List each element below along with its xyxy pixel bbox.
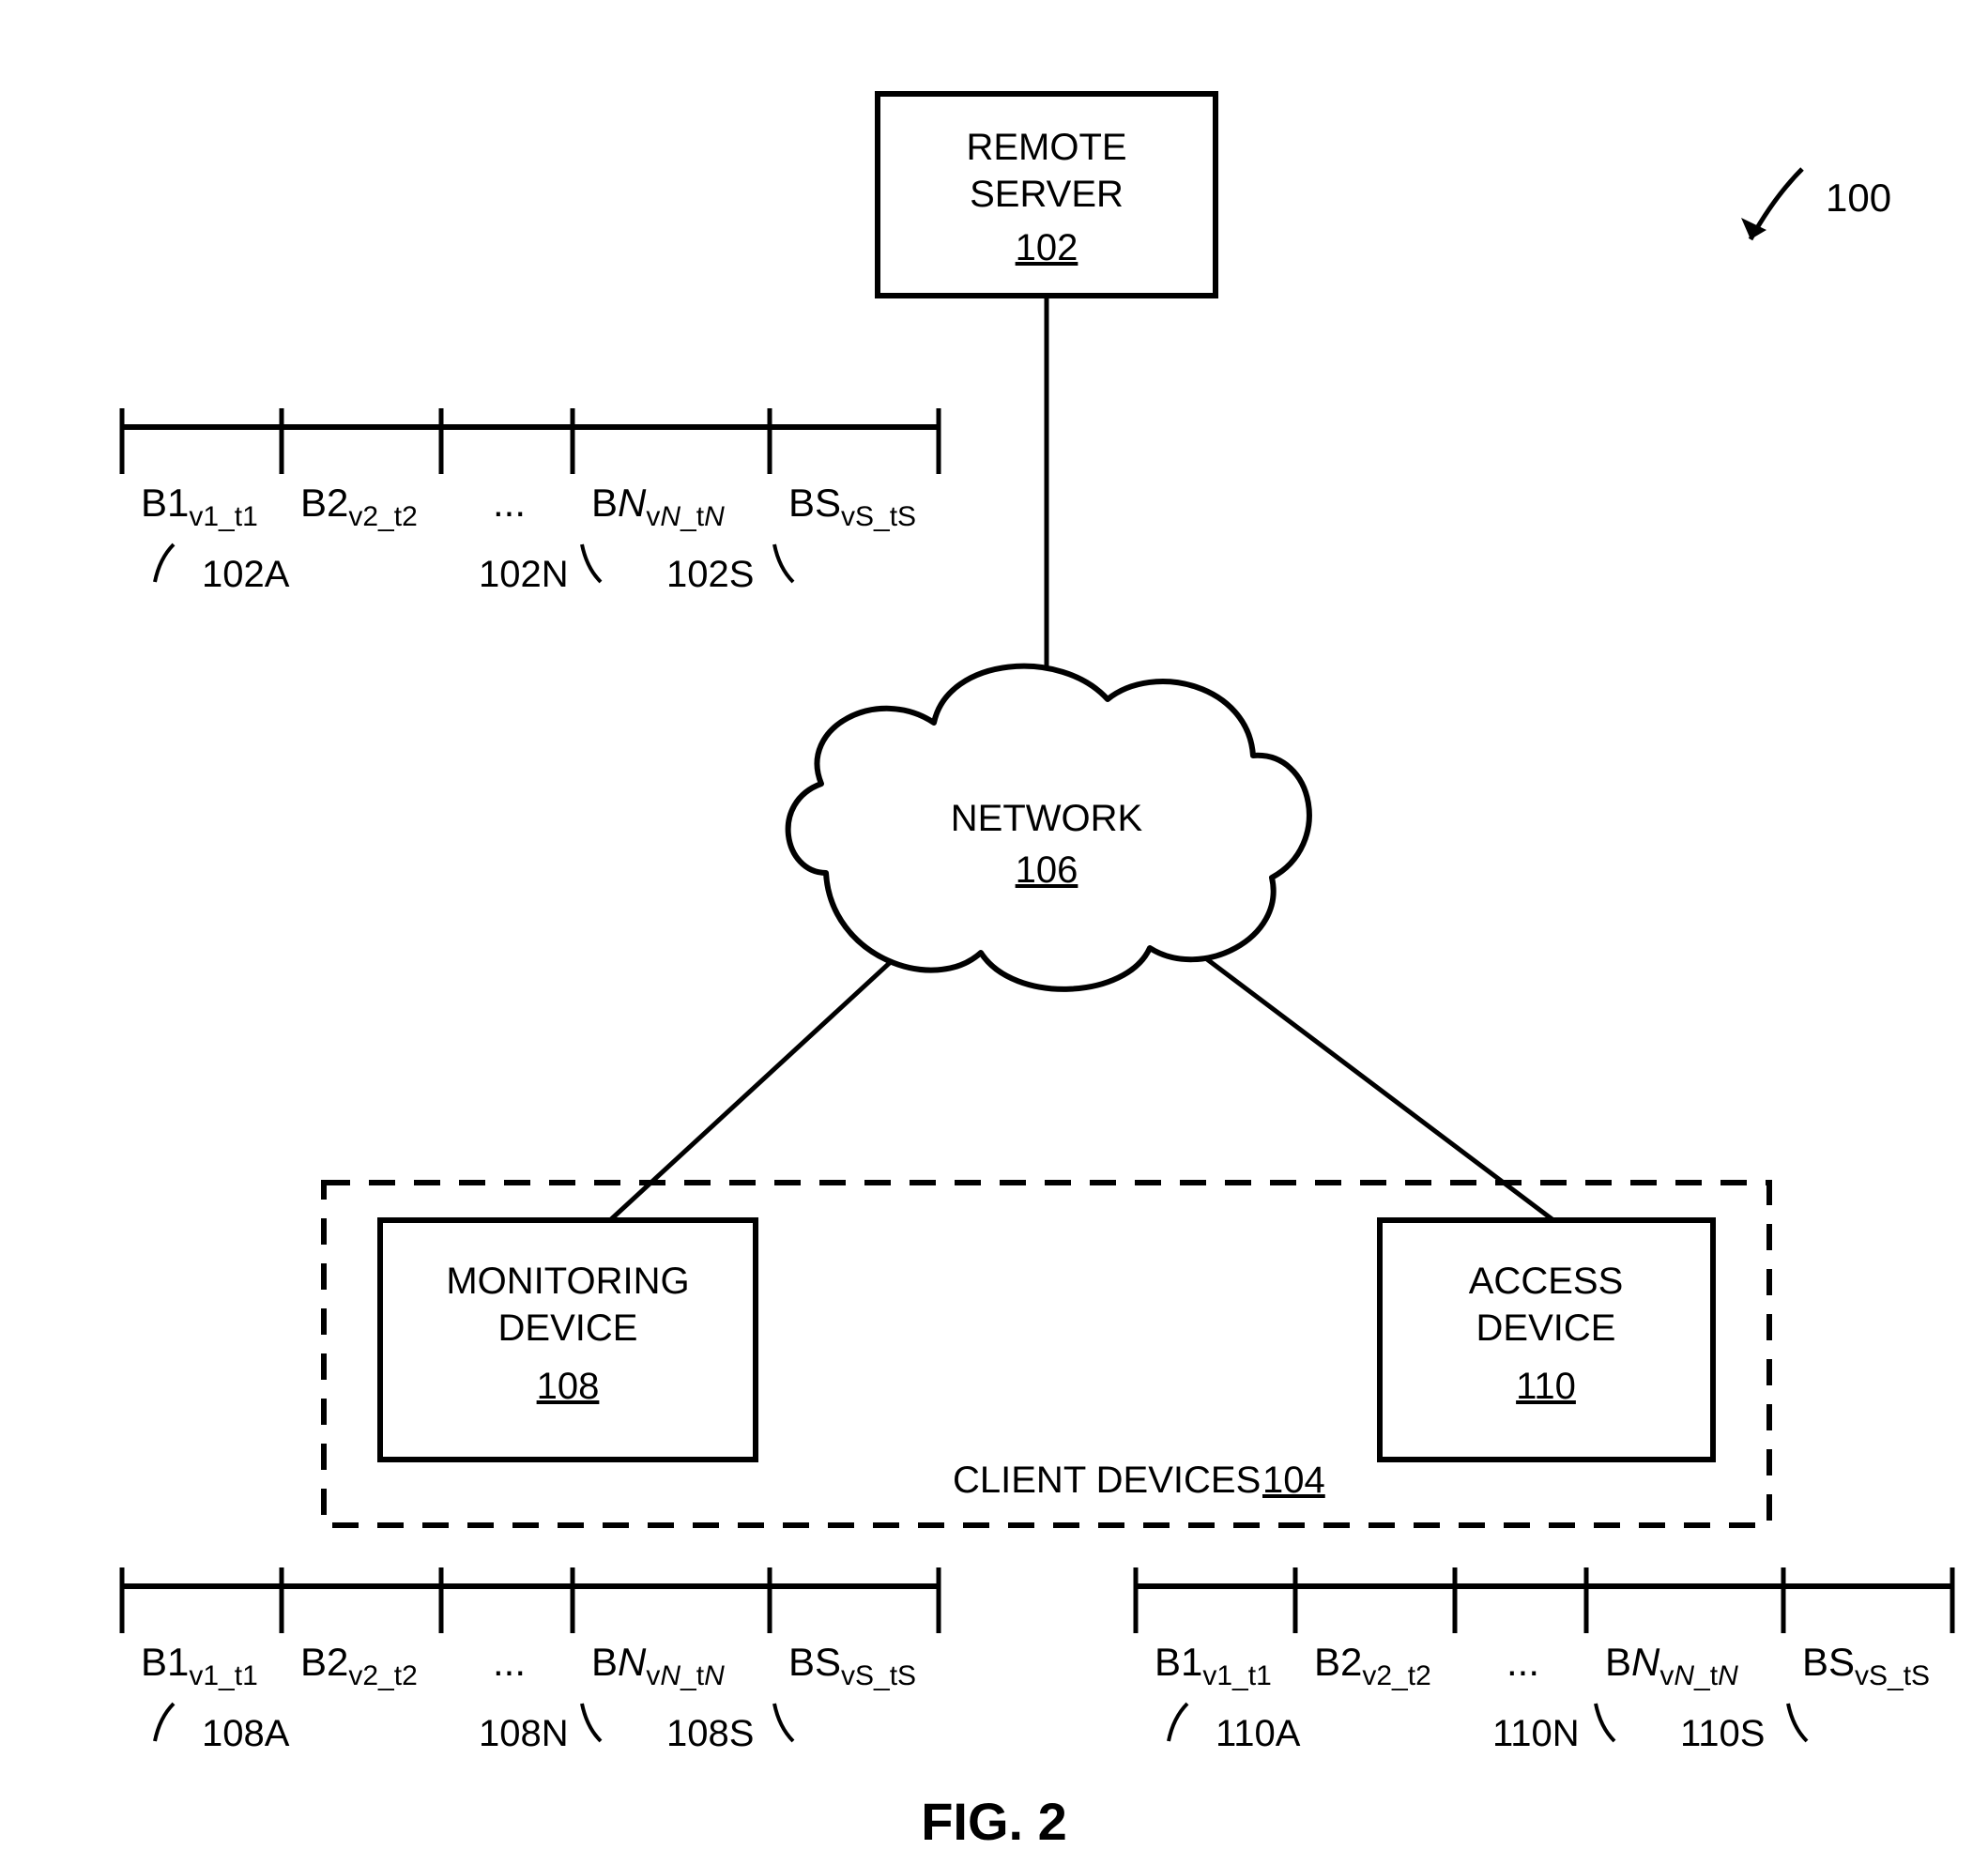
- blockchain-110: B1v1_t1 B2v2_t2 ... BNvN_tN BSvS_tS 110A…: [1136, 1567, 1952, 1754]
- remote-server-title: REMOTE: [966, 127, 1126, 168]
- figure-ref-number: 100: [1826, 176, 1891, 220]
- chain110-b2: B2v2_t2: [1314, 1640, 1431, 1691]
- access-ref: 110: [1516, 1366, 1576, 1407]
- chain110-bn-ref: 110N: [1492, 1713, 1580, 1754]
- chain108-bn: BNvN_tN: [591, 1640, 725, 1691]
- chain110-bs-ref: 110S: [1680, 1713, 1765, 1754]
- access-device-node: ACCESS DEVICE 110: [1380, 1220, 1713, 1460]
- chain108-b1: B1v1_t1: [141, 1640, 258, 1691]
- chain102-b2: B2v2_t2: [300, 481, 418, 532]
- chain110-bn: BNvN_tN: [1605, 1640, 1738, 1691]
- figure-ref-100: 100: [1741, 169, 1891, 239]
- client-devices-label: CLIENT DEVICES: [953, 1460, 1261, 1501]
- chain110-b1-ref: 110A: [1216, 1713, 1301, 1754]
- chain108-bn-ref: 108N: [479, 1713, 569, 1754]
- remote-server-ref: 102: [1016, 227, 1078, 268]
- chain110-ellipsis: ...: [1506, 1640, 1539, 1684]
- line-network-monitoring: [610, 948, 906, 1220]
- monitoring-ref: 108: [537, 1366, 600, 1407]
- access-title: ACCESS: [1469, 1261, 1624, 1302]
- chain110-b1: B1v1_t1: [1155, 1640, 1272, 1691]
- chain102-bn: BNvN_tN: [591, 481, 725, 532]
- blockchain-102: B1v1_t1 B2v2_t2 ... BNvN_tN BSvS_tS 102A…: [122, 408, 939, 595]
- line-network-access: [1192, 948, 1553, 1220]
- client-devices-ref: 104: [1262, 1460, 1325, 1501]
- chain108-bs: BSvS_tS: [788, 1640, 916, 1691]
- remote-server-node: REMOTE SERVER 102: [878, 94, 1216, 296]
- blockchain-108: B1v1_t1 B2v2_t2 ... BNvN_tN BSvS_tS 108A…: [122, 1567, 939, 1754]
- chain108-ellipsis: ...: [493, 1640, 526, 1684]
- chain108-b1-ref: 108A: [202, 1713, 290, 1754]
- chain108-bs-ref: 108S: [666, 1713, 754, 1754]
- network-ref: 106: [1016, 849, 1078, 891]
- network-node: NETWORK 106: [788, 666, 1309, 989]
- chain110-bs: BSvS_tS: [1802, 1640, 1930, 1691]
- remote-server-subtitle: SERVER: [970, 174, 1124, 215]
- monitoring-subtitle: DEVICE: [498, 1307, 638, 1349]
- chain102-bs-ref: 102S: [666, 554, 754, 595]
- monitoring-device-node: MONITORING DEVICE 108: [380, 1220, 756, 1460]
- chain102-bn-ref: 102N: [479, 554, 569, 595]
- chain102-b1: B1v1_t1: [141, 481, 258, 532]
- network-title: NETWORK: [951, 798, 1143, 839]
- figure-diagram: REMOTE SERVER 102 NETWORK 106 CLIENT DEV…: [0, 0, 1988, 1850]
- chain102-ellipsis: ...: [493, 481, 526, 525]
- chain108-b2: B2v2_t2: [300, 1640, 418, 1691]
- figure-label: FIG. 2: [921, 1792, 1067, 1850]
- monitoring-title: MONITORING: [446, 1261, 689, 1302]
- chain102-bs: BSvS_tS: [788, 481, 916, 532]
- chain102-b1-ref: 102A: [202, 554, 290, 595]
- access-subtitle: DEVICE: [1476, 1307, 1616, 1349]
